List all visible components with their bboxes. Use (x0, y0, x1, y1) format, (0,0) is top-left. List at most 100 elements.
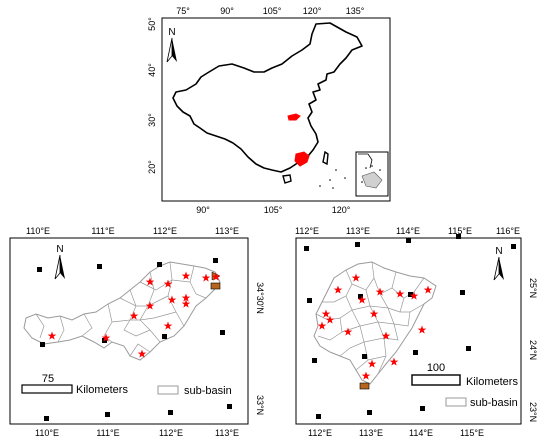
scale-unit: Kilometers (76, 384, 128, 396)
station-marker (307, 298, 312, 303)
right-lat-tick: 23°N (528, 402, 538, 422)
station-marker (157, 262, 162, 267)
star-marker (423, 285, 433, 294)
right-scale-bar: 100 Kilometers (411, 362, 518, 388)
star-marker (167, 295, 177, 304)
left-bottom-lon-tick: 111°E (96, 428, 119, 438)
star-marker (201, 273, 211, 282)
right-bottom-lon-tick: 113°E (359, 428, 383, 438)
station-marker (408, 292, 413, 297)
star-marker (181, 293, 191, 302)
right-bottom-lon-tick: 114°E (409, 428, 433, 438)
china-top-lon-tick: 135° (346, 6, 365, 16)
study-basin-north (287, 113, 301, 121)
star-marker (47, 331, 57, 340)
left-bottom-lon-tick: 110°E (35, 428, 59, 438)
left-basin-map-panel: 110°E 111°E 112°E 113°E 110°E 111°E 112°… (9, 226, 265, 438)
left-rain-gauges (47, 271, 221, 358)
china-bottom-lon-tick: 105° (264, 205, 283, 215)
station-marker (304, 246, 309, 251)
star-marker (101, 333, 111, 342)
hainan-island (282, 174, 292, 184)
station-marker (162, 334, 167, 339)
left-subbasin-boundaries (35, 261, 207, 357)
right-top-lon-tick: 114°E (396, 226, 420, 236)
right-stations (304, 234, 516, 419)
star-marker (317, 321, 327, 330)
right-top-lon-tick: 115°E (448, 226, 472, 236)
star-marker (163, 321, 173, 330)
right-subbasin-boundaries (315, 261, 425, 375)
station-marker (168, 410, 173, 415)
station-marker (367, 410, 372, 415)
left-scale-bar: 75 Kilometers (21, 373, 128, 396)
right-bottom-lon-tick: 112°E (308, 428, 332, 438)
china-top-lon-tick: 120° (303, 6, 322, 16)
star-marker (361, 371, 371, 380)
right-rain-gauges (317, 273, 433, 380)
china-lat-tick: 50° (147, 17, 157, 31)
china-map-panel: 75° 90° 105° 120° 135° 90° 105° 120° 50°… (147, 6, 391, 215)
right-basin-outline (313, 261, 437, 385)
station-marker (37, 267, 42, 272)
left-basin-outline (23, 261, 221, 361)
station-marker (316, 414, 321, 419)
station-marker (406, 238, 411, 243)
legend-label: sub-basin (470, 397, 518, 409)
star-marker (181, 271, 191, 280)
north-label: N (168, 27, 175, 38)
north-label: N (495, 246, 502, 257)
china-lat-tick: 30° (147, 113, 157, 127)
china-lat-tick: 40° (147, 63, 157, 77)
station-marker (227, 404, 232, 409)
china-bottom-lon-tick: 90° (196, 205, 210, 215)
left-legend: sub-basin (157, 385, 232, 397)
station-marker (97, 264, 102, 269)
station-marker (456, 234, 461, 239)
star-marker (367, 359, 377, 368)
station-marker (362, 354, 367, 359)
left-bottom-lon-tick: 113°E (215, 428, 239, 438)
star-marker (145, 301, 155, 310)
china-north-arrow: N (166, 27, 177, 63)
right-legend: sub-basin (445, 397, 518, 409)
right-basin-map-panel: 112°E 113°E 114°E 115°E 116°E 112°E 113°… (295, 226, 538, 438)
left-top-lon-tick: 111°E (91, 226, 114, 236)
star-marker (417, 325, 427, 334)
left-top-lon-tick: 110°E (26, 226, 50, 236)
scale-value: 75 (42, 373, 54, 385)
china-top-lon-tick: 90° (220, 6, 234, 16)
star-marker (357, 295, 367, 304)
station-marker (511, 244, 516, 249)
star-marker (381, 331, 391, 340)
star-marker (163, 279, 173, 288)
star-marker (325, 315, 335, 324)
star-marker (211, 272, 221, 281)
right-top-lon-tick: 113°E (346, 226, 370, 236)
right-top-lon-tick: 112°E (295, 226, 319, 236)
left-lat-tick: 34°30'N (255, 282, 265, 314)
star-marker (409, 291, 419, 300)
legend-label: sub-basin (184, 385, 232, 397)
station-marker (466, 346, 471, 351)
station-marker (40, 342, 45, 347)
star-marker (389, 357, 399, 366)
north-label: N (56, 244, 63, 255)
right-lat-tick: 25°N (528, 278, 538, 298)
station-marker (413, 350, 418, 355)
station-marker (358, 294, 363, 299)
station-marker (312, 358, 317, 363)
china-top-lon-tick: 105° (263, 6, 282, 16)
star-marker (129, 311, 139, 320)
right-outlet-marker (359, 382, 370, 390)
taiwan-island (322, 150, 329, 166)
star-marker (375, 287, 385, 296)
south-china-sea-inset (355, 151, 389, 197)
scale-unit: Kilometers (466, 376, 518, 388)
station-marker (460, 290, 465, 295)
star-marker (333, 285, 343, 294)
left-top-lon-tick: 113°E (215, 226, 239, 236)
china-top-lon-tick: 75° (176, 6, 190, 16)
study-basin-south (294, 151, 310, 167)
station-marker (420, 406, 425, 411)
